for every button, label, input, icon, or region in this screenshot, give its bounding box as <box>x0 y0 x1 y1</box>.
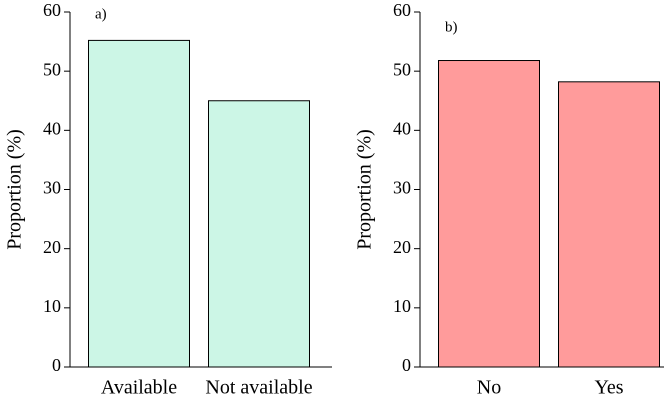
y-tick-label: 10 <box>393 296 411 316</box>
y-tick-label: 30 <box>393 178 411 198</box>
y-tick-label: 10 <box>43 296 61 316</box>
y-tick-label: 50 <box>43 59 61 79</box>
y-tick-label: 20 <box>43 237 61 257</box>
bar <box>438 60 540 368</box>
bar <box>558 81 660 368</box>
bar <box>88 39 190 368</box>
x-tick-label: Yes <box>594 377 623 399</box>
y-tick-label: 0 <box>402 355 411 375</box>
x-tick-label: Not available <box>205 377 312 399</box>
panel-label: b) <box>445 19 458 35</box>
y-tick-label: 20 <box>393 237 411 257</box>
y-tick-label: 40 <box>43 118 61 138</box>
y-tick-label: 60 <box>393 0 411 20</box>
y-tick-label: 0 <box>52 355 61 375</box>
y-tick-label: 60 <box>43 0 61 20</box>
y-axis-label: Proportion (%) <box>354 129 376 250</box>
panel-label: a) <box>95 6 107 22</box>
x-tick-label: No <box>477 377 501 399</box>
y-tick-label: 30 <box>43 178 61 198</box>
x-tick-label: Available <box>101 377 177 399</box>
y-axis-label: Proportion (%) <box>4 129 26 250</box>
y-tick-label: 50 <box>393 59 411 79</box>
bar <box>208 100 310 368</box>
y-tick-label: 40 <box>393 118 411 138</box>
